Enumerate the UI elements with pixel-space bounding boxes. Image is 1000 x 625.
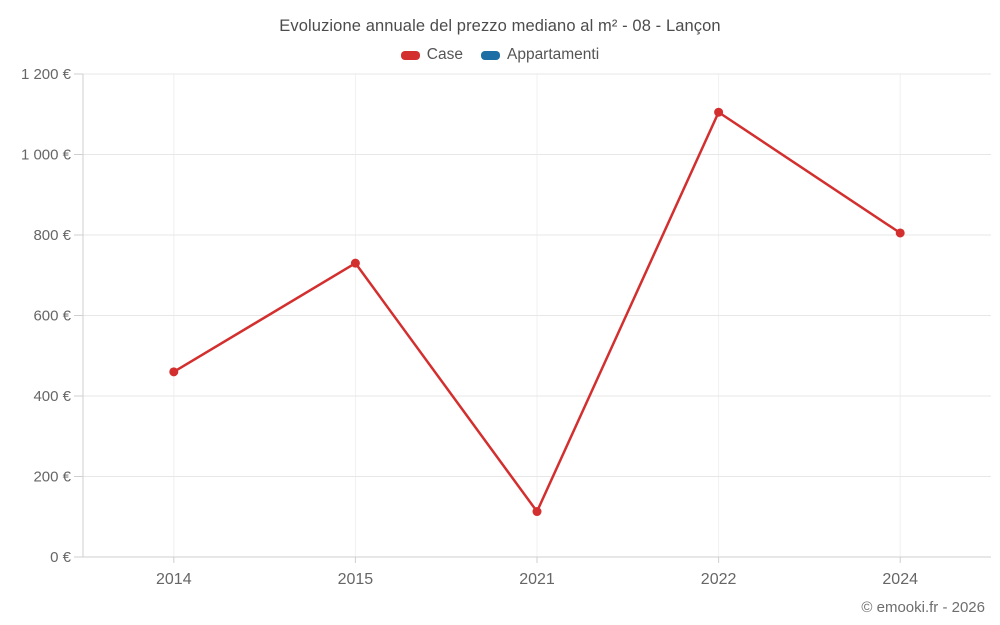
x-axis-label: 2022: [701, 571, 737, 588]
data-point-case-2024[interactable]: [895, 228, 905, 238]
legend-label: Case: [426, 46, 463, 63]
y-axis-label: 200 €: [33, 469, 71, 486]
y-axis-label: 600 €: [33, 308, 71, 325]
y-axis-label: 400 €: [33, 388, 71, 405]
data-point-case-2021[interactable]: [532, 507, 542, 517]
x-axis-label: 2021: [519, 571, 555, 588]
data-point-case-2014[interactable]: [169, 367, 179, 377]
data-point-case-2015[interactable]: [350, 258, 360, 268]
legend-swatch-icon: [480, 50, 500, 60]
legend-label: Appartamenti: [506, 46, 600, 63]
legend-item-appartamenti[interactable]: Appartamenti: [480, 46, 600, 64]
footer-credit: © emooki.fr - 2026: [861, 599, 985, 616]
y-axis-label: 800 €: [33, 227, 71, 244]
chart-title: Evoluzione annuale del prezzo mediano al…: [279, 17, 721, 35]
x-axis-label: 2015: [338, 571, 374, 588]
x-axis-label: 2024: [882, 571, 918, 588]
y-axis-label: 1 200 €: [21, 66, 72, 83]
data-point-case-2022[interactable]: [714, 107, 724, 117]
x-axis-label: 2014: [156, 571, 192, 588]
legend: Case Appartamenti: [0, 46, 1000, 64]
y-axis-label: 1 000 €: [21, 147, 72, 164]
legend-item-case[interactable]: Case: [400, 46, 463, 64]
y-axis-label: 0 €: [50, 549, 72, 566]
legend-swatch-icon: [400, 50, 420, 60]
